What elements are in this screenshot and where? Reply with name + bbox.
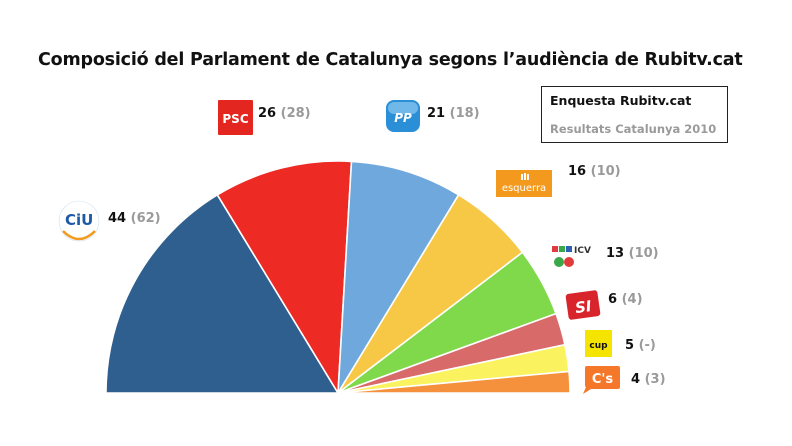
seats-current: 26 <box>258 106 281 121</box>
slice-pp <box>337 160 460 394</box>
logo-text: PP <box>394 111 412 125</box>
seats-current: 16 <box>568 164 591 179</box>
slice-c-s <box>337 370 571 394</box>
seats-previous: (28) <box>281 106 311 121</box>
seats-current: 44 <box>108 211 131 226</box>
logo-psc: PSC <box>218 100 253 135</box>
seats-previous: (10) <box>591 164 621 179</box>
logo-pp: PP <box>386 100 420 132</box>
logo-text: CiU <box>65 211 93 229</box>
seats-current: 13 <box>606 246 629 261</box>
logo-c-s: C's <box>583 366 620 394</box>
seat-label-icv-euia: 13 (10) <box>606 246 659 261</box>
chart-title: Composició del Parlament de Catalunya se… <box>38 50 743 70</box>
seats-current: 4 <box>631 372 645 387</box>
legend-previous-label: Resultats Catalunya 2010 <box>550 122 717 136</box>
seat-label-pp: 21 (18) <box>427 106 480 121</box>
seat-label-ciu: 44 (62) <box>108 211 161 226</box>
logo-text: C's <box>592 372 614 387</box>
seats-previous: (18) <box>450 106 480 121</box>
seat-label-si: 6 (4) <box>608 292 643 307</box>
seats-current: 6 <box>608 292 622 307</box>
logo-ciu: CiU <box>58 200 100 242</box>
seat-labels: 44 (62)26 (28) 21 (18)16 (10)13 (10)6 (4)… <box>108 106 666 387</box>
seats-previous: (10) <box>629 246 659 261</box>
seat-label-cup: 5 (-) <box>625 338 656 353</box>
legend-box: Enquesta Rubitv.cat Resultats Catalunya … <box>541 86 728 143</box>
seats-current: 5 <box>625 338 639 353</box>
logo-text: esquerra <box>502 183 546 194</box>
seat-label-c-s: 4 (3) <box>631 372 666 387</box>
seats-previous: (3) <box>645 372 666 387</box>
logo-text: SI <box>574 297 593 317</box>
slice-psc <box>216 160 353 396</box>
seats-previous: (62) <box>131 211 161 226</box>
logo-erc: esquerra <box>496 170 552 197</box>
logo-text: cup <box>589 341 608 351</box>
seats-current: 21 <box>427 106 450 121</box>
logo-text: PSC <box>222 112 248 126</box>
seat-label-erc: 16 (10) <box>568 164 621 179</box>
slice-ciu <box>105 193 340 394</box>
logo-si: SI <box>565 290 601 320</box>
logo-cup: cup <box>585 330 612 357</box>
seat-label-psc: 26 (28) <box>258 106 311 121</box>
logo-text: ICV <box>574 246 591 256</box>
logo-icv-euia: ICV <box>552 246 591 267</box>
seats-previous: (-) <box>639 338 656 353</box>
seats-previous: (4) <box>622 292 643 307</box>
legend-current-label: Enquesta Rubitv.cat <box>550 93 692 108</box>
party-logos: CiU PSC PP esquerra ICV SI cup C's <box>58 100 620 394</box>
slices <box>105 160 571 396</box>
